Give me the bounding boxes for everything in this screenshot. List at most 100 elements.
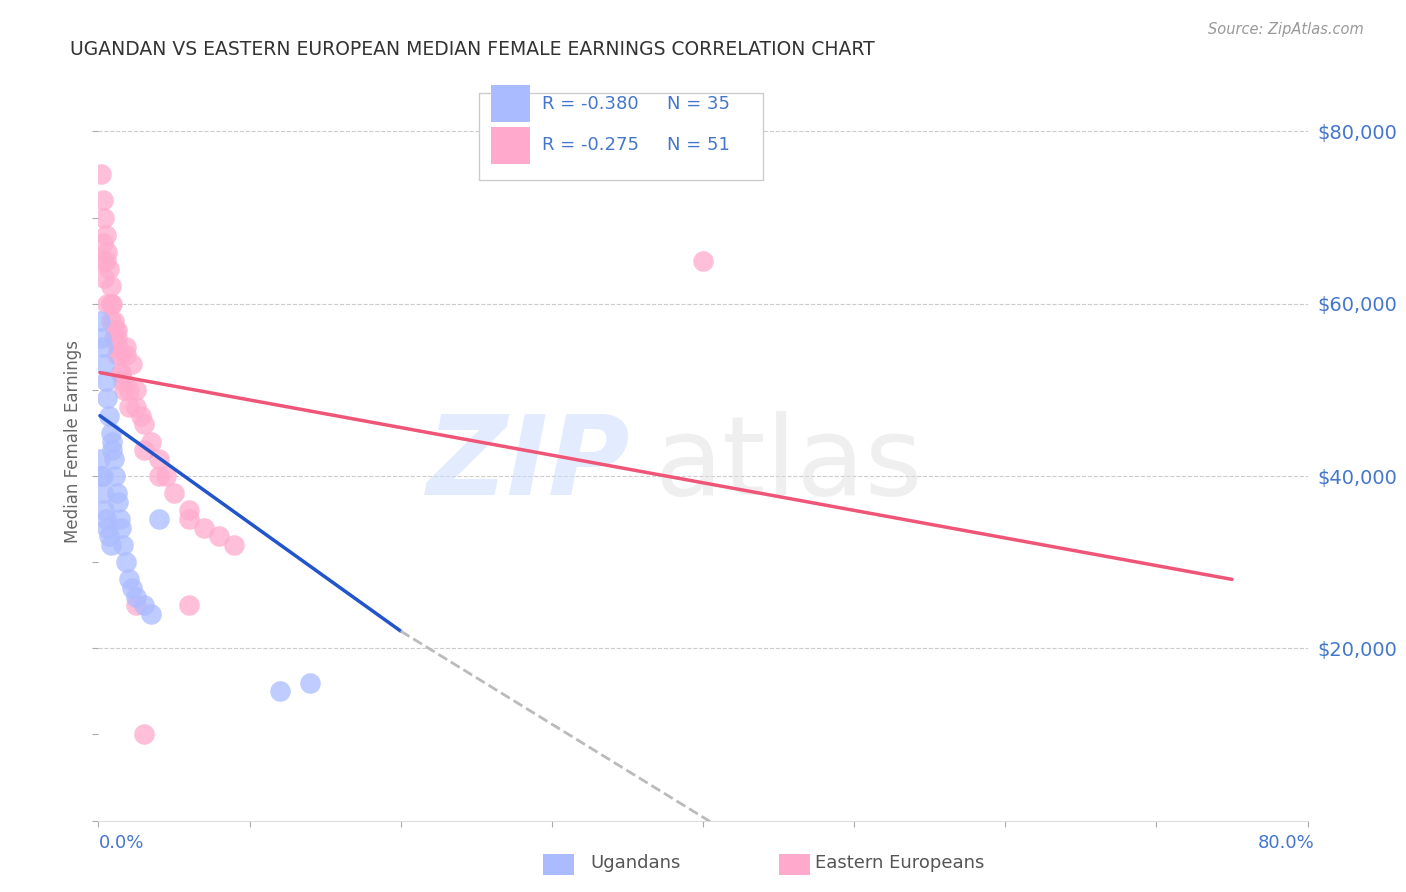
Text: 0.0%: 0.0%: [98, 834, 143, 852]
Point: [94, 253, 117, 268]
Text: UGANDAN VS EASTERN EUROPEAN MEDIAN FEMALE EARNINGS CORRELATION CHART: UGANDAN VS EASTERN EUROPEAN MEDIAN FEMAL…: [70, 40, 875, 59]
FancyBboxPatch shape: [492, 127, 530, 164]
Point: [93, 357, 115, 371]
Text: 80.0%: 80.0%: [1258, 834, 1315, 852]
Point: [121, 357, 143, 371]
Text: Eastern Europeans: Eastern Europeans: [815, 855, 984, 872]
Point: [93, 211, 115, 225]
Point: [100, 314, 122, 328]
Point: [148, 512, 170, 526]
Point: [94, 227, 117, 242]
Point: [98, 409, 121, 423]
Point: [100, 425, 122, 440]
Point: [114, 348, 136, 362]
Point: [91, 236, 114, 251]
Point: [108, 512, 131, 526]
Point: [103, 331, 125, 345]
Point: [163, 486, 186, 500]
Point: [110, 521, 132, 535]
Point: [101, 296, 124, 310]
Point: [179, 503, 201, 517]
Point: [96, 521, 118, 535]
Point: [125, 400, 148, 414]
Point: [110, 366, 132, 380]
Point: [98, 529, 121, 543]
Point: [132, 417, 155, 432]
Point: [193, 521, 215, 535]
Point: [96, 392, 118, 406]
Point: [96, 244, 118, 259]
Point: [90, 168, 112, 182]
Point: [105, 348, 128, 362]
FancyBboxPatch shape: [492, 85, 530, 122]
Point: [129, 409, 152, 423]
Point: [94, 374, 117, 388]
Point: [112, 383, 135, 397]
Point: [108, 348, 131, 362]
Point: [692, 253, 714, 268]
Point: [110, 366, 132, 380]
Text: Ugandans: Ugandans: [591, 855, 681, 872]
Point: [100, 296, 122, 310]
Point: [111, 538, 134, 552]
Point: [121, 581, 143, 595]
Point: [125, 599, 148, 613]
Point: [96, 296, 118, 310]
Point: [118, 383, 141, 397]
Point: [90, 331, 112, 345]
Text: atlas: atlas: [655, 411, 924, 517]
Point: [125, 590, 148, 604]
Point: [90, 469, 112, 483]
Point: [105, 331, 128, 345]
Point: [148, 451, 170, 466]
Point: [118, 400, 141, 414]
Point: [208, 529, 231, 543]
Point: [91, 194, 114, 208]
Text: Source: ZipAtlas.com: Source: ZipAtlas.com: [1208, 22, 1364, 37]
Point: [91, 469, 114, 483]
Point: [91, 340, 114, 354]
Point: [101, 434, 124, 449]
Point: [114, 340, 136, 354]
Point: [104, 322, 127, 336]
Point: [224, 538, 246, 552]
Point: [179, 599, 201, 613]
Text: N = 51: N = 51: [666, 136, 730, 154]
Point: [100, 279, 122, 293]
Point: [89, 451, 111, 466]
Point: [269, 684, 291, 698]
Point: [299, 675, 322, 690]
Point: [141, 607, 163, 621]
Point: [148, 469, 170, 483]
Point: [114, 555, 136, 569]
Point: [100, 538, 122, 552]
Text: R = -0.380: R = -0.380: [543, 95, 638, 112]
Point: [91, 253, 114, 268]
Point: [107, 340, 129, 354]
Point: [104, 469, 127, 483]
Point: [179, 512, 201, 526]
Text: R = -0.275: R = -0.275: [543, 136, 640, 154]
Point: [155, 469, 177, 483]
Point: [105, 322, 128, 336]
Point: [132, 443, 155, 458]
Point: [94, 512, 117, 526]
Point: [98, 262, 121, 277]
Y-axis label: Median Female Earnings: Median Female Earnings: [63, 340, 82, 543]
Point: [132, 599, 155, 613]
Point: [141, 434, 163, 449]
Point: [103, 314, 125, 328]
Text: N = 35: N = 35: [666, 95, 730, 112]
Point: [105, 486, 128, 500]
Point: [93, 503, 115, 517]
Point: [111, 374, 134, 388]
Point: [91, 486, 114, 500]
Point: [93, 270, 115, 285]
Point: [89, 314, 111, 328]
Point: [118, 573, 141, 587]
Point: [101, 443, 124, 458]
Point: [103, 451, 125, 466]
Point: [132, 727, 155, 741]
Text: ZIP: ZIP: [427, 411, 630, 517]
FancyBboxPatch shape: [479, 93, 763, 180]
